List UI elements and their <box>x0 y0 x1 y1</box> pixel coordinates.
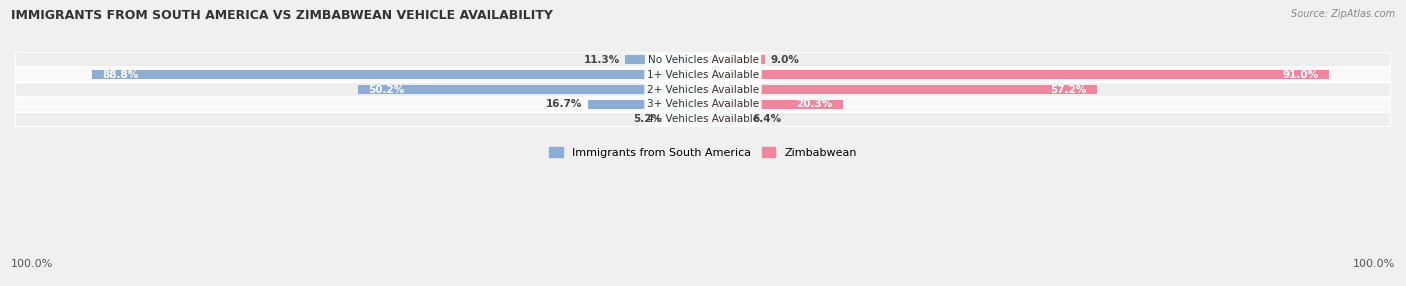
Text: 91.0%: 91.0% <box>1282 69 1319 80</box>
Text: 3+ Vehicles Available: 3+ Vehicles Available <box>647 100 759 110</box>
Text: 57.2%: 57.2% <box>1050 84 1087 94</box>
Text: 9.0%: 9.0% <box>770 55 799 65</box>
Bar <box>703 85 1097 94</box>
Bar <box>91 70 703 79</box>
FancyBboxPatch shape <box>15 67 1391 82</box>
Text: 6.4%: 6.4% <box>752 114 782 124</box>
Bar <box>357 85 703 94</box>
Bar <box>588 100 703 109</box>
Text: 100.0%: 100.0% <box>1353 259 1395 269</box>
Text: 2+ Vehicles Available: 2+ Vehicles Available <box>647 84 759 94</box>
Text: 100.0%: 100.0% <box>11 259 53 269</box>
Text: 50.2%: 50.2% <box>368 84 404 94</box>
FancyBboxPatch shape <box>15 97 1391 112</box>
Bar <box>703 100 842 109</box>
Text: 5.2%: 5.2% <box>633 114 662 124</box>
FancyBboxPatch shape <box>15 52 1391 67</box>
Text: 16.7%: 16.7% <box>546 100 582 110</box>
Text: 88.8%: 88.8% <box>103 69 139 80</box>
Legend: Immigrants from South America, Zimbabwean: Immigrants from South America, Zimbabwea… <box>546 143 860 162</box>
Bar <box>703 55 765 64</box>
Bar <box>668 115 703 124</box>
FancyBboxPatch shape <box>15 112 1391 127</box>
Text: 4+ Vehicles Available: 4+ Vehicles Available <box>647 114 759 124</box>
Text: Source: ZipAtlas.com: Source: ZipAtlas.com <box>1291 9 1395 19</box>
Bar <box>703 70 1329 79</box>
Text: 20.3%: 20.3% <box>796 100 832 110</box>
Bar <box>703 115 747 124</box>
Text: IMMIGRANTS FROM SOUTH AMERICA VS ZIMBABWEAN VEHICLE AVAILABILITY: IMMIGRANTS FROM SOUTH AMERICA VS ZIMBABW… <box>11 9 553 21</box>
Text: 11.3%: 11.3% <box>583 55 620 65</box>
Bar <box>626 55 703 64</box>
Text: No Vehicles Available: No Vehicles Available <box>648 55 758 65</box>
Text: 1+ Vehicles Available: 1+ Vehicles Available <box>647 69 759 80</box>
FancyBboxPatch shape <box>15 82 1391 97</box>
